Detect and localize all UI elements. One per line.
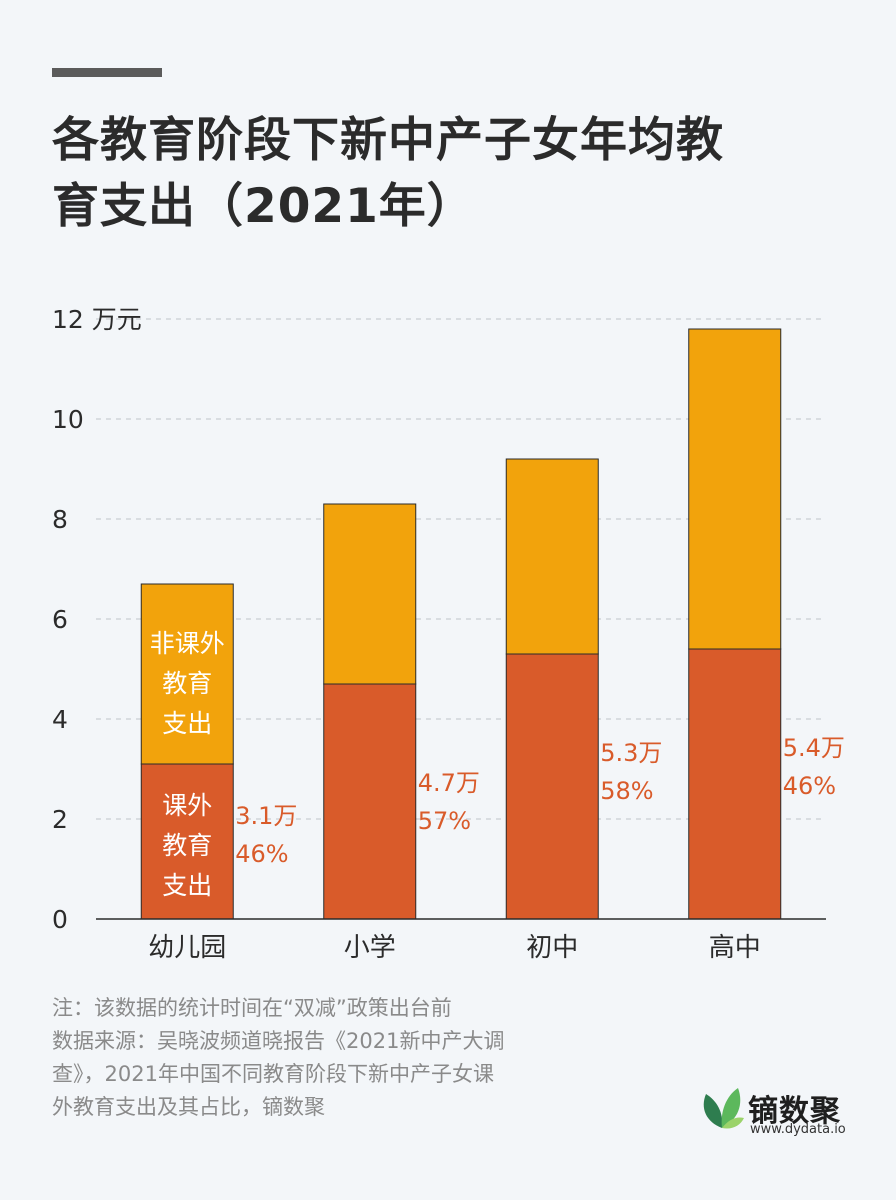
- bar-segment-extracurricular: [505, 653, 599, 920]
- inner-label-non-extracurricular: 教育: [162, 669, 212, 698]
- bar-segment-extracurricular: [140, 763, 234, 920]
- inner-label-extracurricular: 教育: [162, 831, 212, 860]
- footnote-source-2: 查》，2021年中国不同教育阶段下新中产子女课: [52, 1062, 494, 1086]
- bar-segment-non-extracurricular: [140, 583, 234, 765]
- inner-label-extracurricular: 支出: [162, 871, 212, 900]
- value-annotation: 5.3万: [600, 739, 662, 767]
- share-annotation: 57%: [418, 807, 471, 835]
- y-tick-label: 0: [52, 905, 68, 934]
- title-line-1: 各教育阶段下新中产子女年均教: [52, 113, 724, 168]
- title-line-2: 育支出（2021年）: [52, 179, 475, 234]
- chart-title: 各教育阶段下新中产子女年均教 育支出（2021年）: [52, 108, 842, 240]
- share-annotation: 58%: [600, 777, 653, 805]
- y-tick-label: 8: [52, 505, 68, 534]
- logo-url: www.dydata.io: [750, 1122, 846, 1137]
- inner-label-non-extracurricular: 非课外: [150, 629, 225, 658]
- x-category-label: 高中: [709, 933, 761, 963]
- value-annotation: 4.7万: [418, 769, 480, 797]
- brand-logo: 镝数聚 www.dydata.io: [698, 1078, 858, 1138]
- value-annotation: 3.1万: [235, 802, 297, 830]
- logo-name: 镝数聚: [748, 1094, 841, 1129]
- bar-segment-extracurricular: [688, 648, 782, 920]
- leaf-icon: [703, 1088, 744, 1129]
- footnote: 注：该数据的统计时间在“双减”政策出台前 数据来源：吴晓波频道晓报告《2021新…: [52, 992, 652, 1124]
- y-tick-label: 2: [52, 805, 68, 834]
- inner-label-extracurricular: 课外: [162, 791, 212, 820]
- x-category-label: 初中: [526, 933, 578, 963]
- y-tick-label: 6: [52, 605, 68, 634]
- y-tick-label: 4: [52, 705, 68, 734]
- x-category-label: 幼儿园: [148, 933, 226, 963]
- footnote-source-1: 数据来源：吴晓波频道晓报告《2021新中产大调: [52, 1029, 505, 1053]
- bar-segment-non-extracurricular: [505, 458, 599, 655]
- share-annotation: 46%: [783, 772, 836, 800]
- y-tick-label: 10: [52, 405, 84, 434]
- title-accent-bar: [52, 68, 162, 77]
- x-category-label: 小学: [344, 933, 396, 963]
- y-tick-label: 12 万元: [52, 305, 142, 334]
- footnote-source-3: 外教育支出及其占比，镝数聚: [52, 1095, 325, 1119]
- footnote-note: 注：该数据的统计时间在“双减”政策出台前: [52, 996, 452, 1020]
- bar-segment-extracurricular: [323, 683, 417, 920]
- bar-segment-non-extracurricular: [688, 328, 782, 650]
- value-annotation: 5.4万: [783, 734, 845, 762]
- share-annotation: 46%: [235, 840, 288, 868]
- bar-segment-non-extracurricular: [323, 503, 417, 685]
- inner-label-non-extracurricular: 支出: [162, 709, 212, 738]
